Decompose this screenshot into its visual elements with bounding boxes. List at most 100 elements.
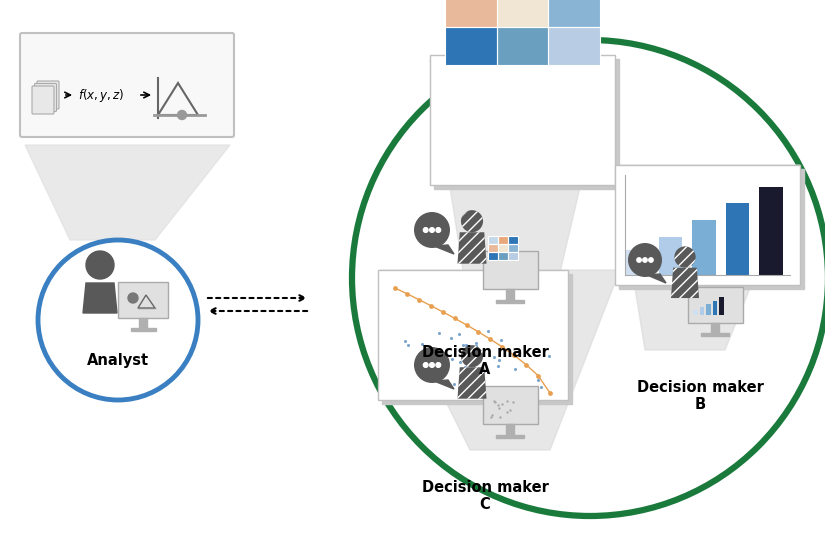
FancyBboxPatch shape [118, 282, 168, 318]
Bar [488, 244, 498, 252]
Polygon shape [380, 270, 620, 450]
Point [419, 354, 432, 363]
Point [488, 352, 501, 361]
FancyBboxPatch shape [483, 386, 538, 424]
Bar [445, 0, 497, 27]
Point [535, 382, 548, 391]
Point [501, 396, 514, 405]
Bar [508, 244, 518, 252]
Polygon shape [615, 165, 800, 350]
Bar [488, 244, 498, 252]
Point [472, 327, 485, 336]
FancyBboxPatch shape [687, 287, 743, 323]
Point [432, 329, 446, 338]
Point [415, 339, 428, 348]
Circle shape [86, 251, 114, 279]
Point [531, 376, 545, 384]
Point [494, 413, 507, 421]
Bar [498, 236, 508, 244]
Polygon shape [458, 232, 487, 264]
FancyBboxPatch shape [378, 270, 568, 400]
Bar [497, 0, 549, 27]
Text: Analyst: Analyst [87, 352, 149, 368]
Point [491, 362, 504, 370]
Point [466, 380, 479, 388]
Circle shape [430, 363, 434, 368]
Bar [497, 27, 549, 65]
Circle shape [643, 258, 647, 262]
Point [445, 333, 458, 342]
FancyBboxPatch shape [483, 251, 538, 289]
Bar [130, 328, 155, 331]
Bar [759, 187, 783, 275]
Bar [549, 27, 600, 65]
Text: Decision maker
B: Decision maker B [637, 380, 763, 412]
Point [492, 404, 505, 413]
Circle shape [128, 293, 138, 303]
Bar [549, 27, 600, 65]
Polygon shape [25, 145, 230, 240]
Bar [693, 310, 698, 315]
Text: Decision maker
A: Decision maker A [422, 345, 549, 377]
Circle shape [461, 210, 483, 232]
Bar [549, 0, 600, 27]
FancyBboxPatch shape [615, 165, 800, 285]
Bar [498, 252, 508, 260]
Circle shape [461, 345, 483, 367]
Text: $f(x,y,z)$: $f(x,y,z)$ [78, 86, 125, 104]
Point [469, 342, 483, 351]
Point [401, 341, 414, 350]
Point [544, 389, 557, 397]
FancyBboxPatch shape [35, 84, 56, 111]
Text: Decision maker
C: Decision maker C [422, 480, 549, 513]
FancyBboxPatch shape [430, 55, 615, 185]
Bar [713, 301, 717, 315]
Polygon shape [434, 245, 454, 254]
FancyBboxPatch shape [37, 81, 59, 109]
Bar [488, 252, 498, 260]
Circle shape [648, 258, 653, 262]
Point [420, 357, 433, 365]
Point [459, 363, 472, 371]
Polygon shape [647, 274, 666, 283]
Bar [445, 27, 497, 65]
Circle shape [423, 228, 428, 232]
Bar [382, 274, 572, 404]
Bar [508, 252, 518, 260]
Point [507, 398, 520, 407]
Polygon shape [458, 367, 487, 399]
Point [531, 371, 545, 380]
Bar [488, 236, 498, 244]
Point [500, 408, 513, 416]
Point [424, 301, 437, 310]
Circle shape [177, 110, 186, 119]
Bar [488, 236, 498, 244]
Bar [711, 323, 719, 333]
Bar [706, 304, 710, 315]
Point [456, 340, 469, 349]
Bar [700, 307, 704, 315]
Point [454, 358, 467, 367]
Point [488, 397, 501, 406]
Point [412, 295, 426, 304]
Point [484, 413, 497, 422]
Point [520, 361, 533, 369]
Bar [701, 333, 728, 336]
Bar [619, 169, 804, 289]
Bar [508, 236, 518, 244]
Point [448, 314, 461, 323]
Bar [497, 27, 549, 65]
Bar [497, 0, 549, 27]
Point [493, 356, 506, 364]
Point [400, 289, 413, 298]
Bar [692, 220, 716, 275]
Point [452, 383, 465, 392]
Bar [445, 27, 497, 65]
Point [482, 327, 495, 336]
Polygon shape [430, 60, 610, 315]
Point [423, 351, 436, 359]
Point [507, 351, 521, 359]
Bar [498, 252, 508, 260]
Circle shape [628, 243, 662, 277]
Bar [434, 59, 619, 189]
